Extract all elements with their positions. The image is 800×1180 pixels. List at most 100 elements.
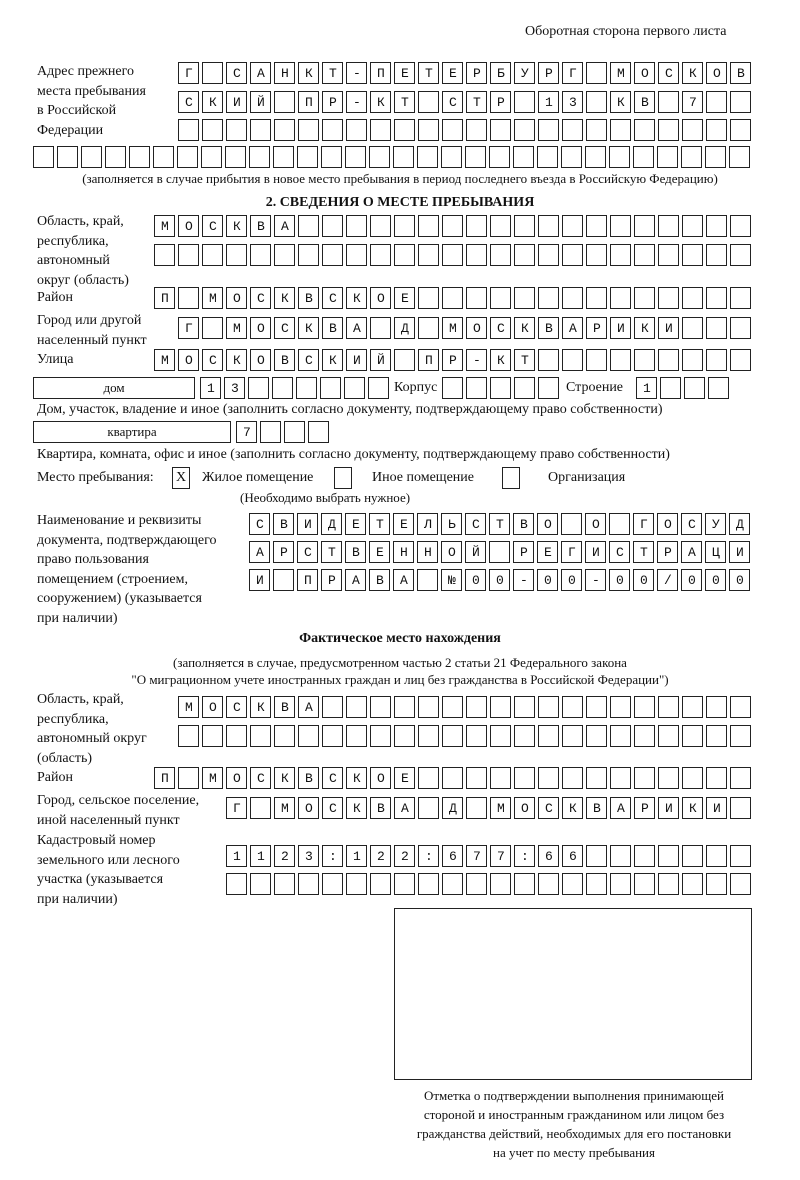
letter-cell[interactable] — [609, 513, 630, 535]
letter-cell[interactable] — [657, 541, 678, 563]
letter-cell[interactable] — [298, 845, 319, 867]
letter-cell[interactable] — [610, 62, 631, 84]
letter-cell[interactable] — [706, 287, 727, 309]
letter-cell[interactable] — [226, 696, 247, 718]
letter-cell[interactable] — [562, 873, 583, 895]
letter-cell[interactable] — [682, 215, 703, 237]
letter-cell[interactable] — [274, 725, 295, 747]
letter-cell[interactable] — [514, 287, 535, 309]
letter-cell[interactable] — [586, 696, 607, 718]
letter-cell[interactable] — [682, 287, 703, 309]
letter-cell[interactable] — [297, 569, 318, 591]
letter-cell[interactable] — [442, 62, 463, 84]
letter-cell[interactable] — [442, 317, 463, 339]
letter-cell[interactable] — [370, 696, 391, 718]
letter-cell[interactable] — [682, 244, 703, 266]
letter-cell[interactable] — [634, 119, 655, 141]
letter-cell[interactable] — [418, 797, 439, 819]
letter-cell[interactable] — [442, 845, 463, 867]
letter-cell[interactable] — [370, 845, 391, 867]
letter-cell[interactable] — [658, 244, 679, 266]
letter-cell[interactable] — [586, 725, 607, 747]
letter-cell[interactable] — [272, 377, 293, 399]
letter-cell[interactable] — [345, 569, 366, 591]
letter-cell[interactable] — [658, 797, 679, 819]
letter-cell[interactable] — [538, 696, 559, 718]
letter-cell[interactable] — [706, 317, 727, 339]
letter-cell[interactable] — [586, 873, 607, 895]
letter-cell[interactable] — [561, 541, 582, 563]
letter-cell[interactable] — [248, 377, 269, 399]
letter-cell[interactable] — [418, 317, 439, 339]
letter-cell[interactable] — [681, 541, 702, 563]
letter-cell[interactable] — [561, 513, 582, 535]
letter-cell[interactable] — [250, 873, 271, 895]
residential-checkbox[interactable]: X — [172, 467, 190, 489]
letter-cell[interactable] — [465, 146, 486, 168]
letter-cell[interactable] — [586, 62, 607, 84]
letter-cell[interactable] — [394, 244, 415, 266]
letter-cell[interactable] — [466, 215, 487, 237]
letter-cell[interactable] — [514, 845, 535, 867]
letter-cell[interactable] — [729, 513, 750, 535]
letter-cell[interactable] — [609, 146, 630, 168]
letter-cell[interactable] — [154, 215, 175, 237]
letter-cell[interactable] — [633, 513, 654, 535]
letter-cell[interactable] — [393, 541, 414, 563]
letter-cell[interactable] — [730, 287, 751, 309]
letter-cell[interactable] — [250, 767, 271, 789]
letter-cell[interactable] — [394, 91, 415, 113]
letter-cell[interactable] — [441, 513, 462, 535]
letter-cell[interactable] — [585, 569, 606, 591]
letter-cell[interactable] — [658, 845, 679, 867]
letter-cell[interactable] — [586, 349, 607, 371]
letter-cell[interactable] — [586, 244, 607, 266]
letter-cell[interactable] — [393, 569, 414, 591]
letter-cell[interactable] — [442, 797, 463, 819]
letter-cell[interactable] — [729, 541, 750, 563]
letter-cell[interactable] — [562, 244, 583, 266]
letter-cell[interactable] — [369, 146, 390, 168]
letter-cell[interactable] — [393, 146, 414, 168]
letter-cell[interactable] — [370, 797, 391, 819]
letter-cell[interactable] — [562, 215, 583, 237]
letter-cell[interactable] — [249, 146, 270, 168]
letter-cell[interactable] — [466, 91, 487, 113]
letter-cell[interactable] — [201, 146, 222, 168]
letter-cell[interactable] — [586, 797, 607, 819]
letter-cell[interactable] — [682, 767, 703, 789]
letter-cell[interactable] — [610, 287, 631, 309]
letter-cell[interactable] — [250, 317, 271, 339]
letter-cell[interactable] — [538, 215, 559, 237]
letter-cell[interactable] — [706, 91, 727, 113]
letter-cell[interactable] — [417, 569, 438, 591]
letter-cell[interactable] — [226, 215, 247, 237]
letter-cell[interactable] — [226, 845, 247, 867]
letter-cell[interactable] — [465, 569, 486, 591]
letter-cell[interactable] — [370, 725, 391, 747]
letter-cell[interactable] — [490, 845, 511, 867]
letter-cell[interactable] — [442, 725, 463, 747]
letter-cell[interactable] — [250, 797, 271, 819]
letter-cell[interactable] — [178, 349, 199, 371]
letter-cell[interactable] — [418, 696, 439, 718]
letter-cell[interactable] — [705, 513, 726, 535]
letter-cell[interactable] — [513, 569, 534, 591]
letter-cell[interactable] — [681, 569, 702, 591]
letter-cell[interactable] — [274, 349, 295, 371]
letter-cell[interactable] — [562, 797, 583, 819]
letter-cell[interactable] — [489, 569, 510, 591]
letter-cell[interactable] — [345, 513, 366, 535]
letter-cell[interactable] — [442, 767, 463, 789]
letter-cell[interactable] — [538, 797, 559, 819]
letter-cell[interactable] — [226, 767, 247, 789]
letter-cell[interactable] — [514, 349, 535, 371]
letter-cell[interactable] — [178, 696, 199, 718]
letter-cell[interactable] — [466, 725, 487, 747]
letter-cell[interactable] — [466, 873, 487, 895]
letter-cell[interactable] — [730, 119, 751, 141]
letter-cell[interactable] — [490, 767, 511, 789]
letter-cell[interactable] — [321, 541, 342, 563]
letter-cell[interactable] — [178, 215, 199, 237]
letter-cell[interactable] — [370, 215, 391, 237]
